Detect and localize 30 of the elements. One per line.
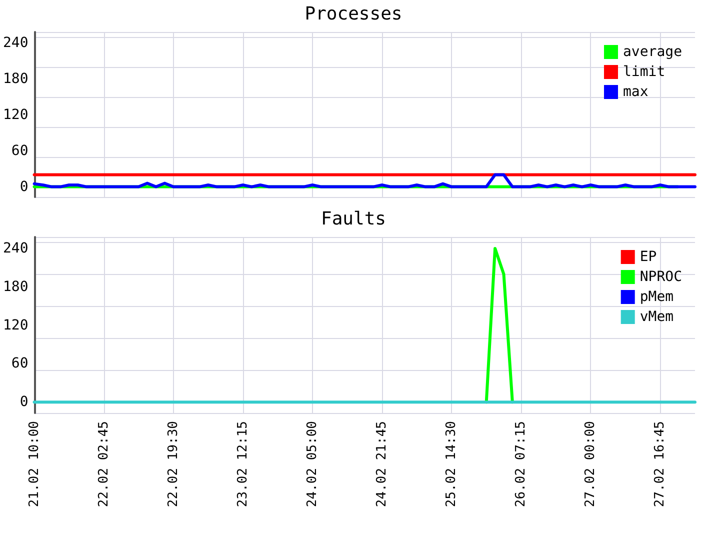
- legend-label: limit: [623, 64, 666, 80]
- x-tick-label: 26.02 07:15: [514, 421, 529, 508]
- chart-title: Processes: [304, 4, 402, 24]
- y-tick-label: 120: [2, 317, 28, 334]
- legend-label: NPROC: [640, 269, 682, 285]
- y-tick-label: 0: [20, 394, 28, 410]
- legend-label: vMem: [640, 309, 674, 325]
- y-tick-label: 60: [11, 142, 28, 159]
- y-tick-label: 180: [2, 70, 28, 87]
- y-tick-label: 180: [2, 278, 28, 295]
- x-tick-label: 23.02 12:15: [235, 421, 250, 508]
- x-tick-label: 22.02 19:30: [166, 421, 181, 508]
- legend-label: average: [623, 44, 682, 60]
- legend-label: max: [623, 84, 648, 100]
- y-tick-label: 60: [11, 356, 28, 372]
- x-tick-label: 24.02 21:45: [374, 421, 390, 508]
- x-tick-label: 25.02 14:30: [444, 421, 460, 508]
- x-tick-label: 21.02 10:00: [26, 421, 42, 508]
- legend-label: pMem: [640, 289, 674, 305]
- y-tick-label: 120: [2, 106, 28, 123]
- chart-title: Faults: [320, 208, 386, 230]
- y-tick-label: 240: [2, 34, 28, 51]
- line-series: [32, 173, 696, 188]
- x-tick-label: 22.02 02:45: [96, 421, 112, 508]
- y-tick-label: 0: [20, 178, 28, 195]
- legend-label: EP: [640, 249, 657, 265]
- x-tick-label: 24.02 05:00: [304, 421, 320, 508]
- y-tick-label: 240: [2, 240, 28, 257]
- x-tick-label: 27.02 16:45: [652, 421, 668, 508]
- x-tick-label: 27.02 00:00: [583, 421, 598, 508]
